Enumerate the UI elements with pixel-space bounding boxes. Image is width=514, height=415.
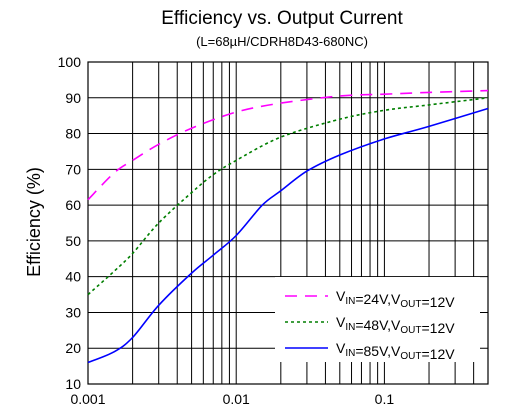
legend-label-1: VIN=24V,VOUT=12V <box>336 288 455 310</box>
series-line-2 <box>87 97 489 296</box>
series-line-3 <box>87 107 489 364</box>
y-tick-label: 70 <box>65 161 81 177</box>
y-axis-label: Efficiency (%) <box>24 167 44 277</box>
chart-title: Efficiency vs. Output Current <box>161 8 403 29</box>
y-tick-label: 90 <box>65 90 81 106</box>
y-tick-label: 40 <box>65 269 81 285</box>
chart-subtitle: (L=68µH/CDRH8D43-680NC) <box>196 34 368 49</box>
plot-frame <box>87 61 489 385</box>
x-tick-label: 0.001 <box>70 391 105 407</box>
tick-labels: 10 20 30 40 50 60 70 80 90 100 0.001 0.01 0.1 <box>58 54 395 407</box>
y-tick-label: 60 <box>65 197 81 213</box>
y-tick-label: 100 <box>58 54 82 70</box>
legend: VIN=24V,VOUT=12V VIN=48V,VOUT=12V VIN=85V,… <box>275 277 480 362</box>
y-tick-label: 30 <box>65 304 81 320</box>
series-line-1 <box>87 89 489 201</box>
x-tick-label: 0.01 <box>223 391 250 407</box>
x-tick-label: 0.1 <box>375 391 395 407</box>
y-tick-label: 50 <box>65 233 81 249</box>
legend-label-2: VIN=48V,VOUT=12V <box>336 314 455 336</box>
series-group <box>87 89 489 364</box>
y-tick-label: 20 <box>65 340 81 356</box>
legend-label-3: VIN=85V,VOUT=12V <box>336 340 455 362</box>
y-tick-label: 10 <box>65 376 81 392</box>
y-tick-label: 80 <box>65 126 81 142</box>
